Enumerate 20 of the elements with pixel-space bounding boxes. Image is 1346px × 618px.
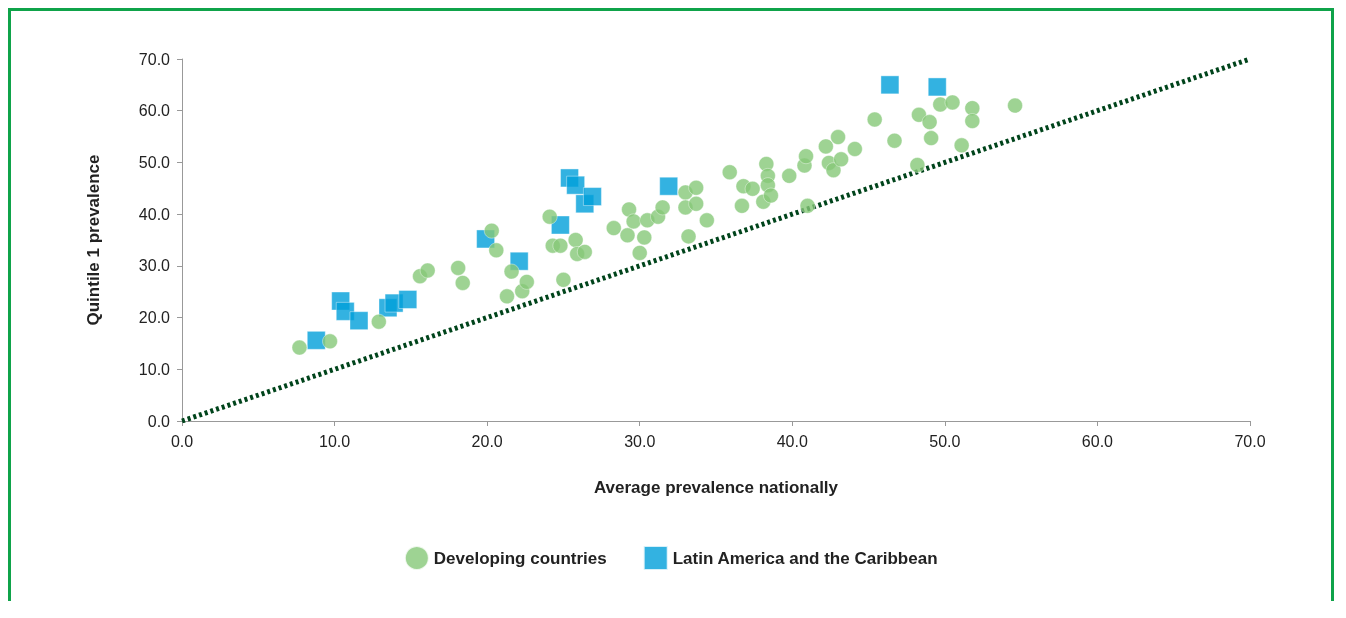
- x-tick-label: 50.0: [929, 432, 961, 450]
- legend-label: Developing countries: [433, 548, 607, 568]
- x-tick-label: 20.0: [471, 432, 503, 450]
- y-tick-label: 0.0: [147, 412, 171, 430]
- x-tick-label: 60.0: [1081, 432, 1114, 450]
- x-tick-label: 0.0: [170, 432, 194, 450]
- y-tick-label: 30.0: [138, 257, 171, 275]
- y-axis-title: Quintile 1 prevalence: [84, 154, 103, 326]
- x-axis-title: Average prevalence nationally: [593, 478, 839, 497]
- y-tick-label: 70.0: [138, 50, 171, 68]
- x-tick-label: 30.0: [624, 432, 656, 450]
- y-tick-label: 40.0: [138, 205, 171, 223]
- x-tick-label: 40.0: [776, 432, 808, 450]
- x-tick-label: 10.0: [319, 432, 351, 450]
- y-tick-label: 10.0: [138, 360, 171, 378]
- y-tick-label: 60.0: [138, 102, 171, 120]
- y-tick-label: 50.0: [138, 153, 171, 171]
- x-tick-label: 70.0: [1234, 432, 1266, 450]
- legend-label: Latin America and the Caribbean: [672, 548, 938, 568]
- y-tick-label: 20.0: [138, 309, 171, 327]
